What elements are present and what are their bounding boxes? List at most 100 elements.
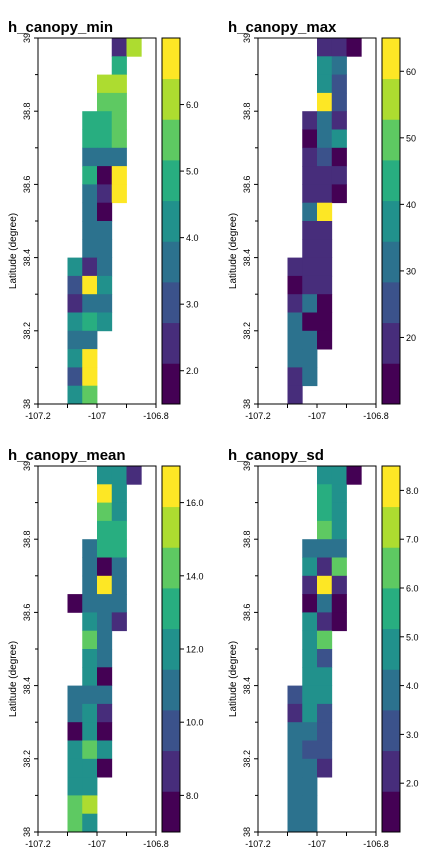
raster-cell (317, 111, 333, 130)
raster-cell (82, 147, 98, 167)
raster-cell (97, 667, 113, 686)
raster-cell (302, 813, 318, 833)
raster-cell (97, 202, 113, 222)
legend-swatch (382, 119, 400, 161)
raster-cell (317, 147, 333, 167)
y-tick-label: 39 (242, 461, 252, 471)
y-tick-label: 39 (22, 33, 32, 43)
raster-cell (331, 575, 347, 595)
legend-swatch (162, 466, 180, 508)
raster-cell (97, 74, 113, 94)
raster-cell (97, 92, 113, 112)
legend-swatch (382, 78, 400, 120)
raster-cell (317, 92, 333, 112)
legend-swatch (162, 628, 180, 670)
raster-cell (97, 594, 113, 613)
legend-tick-label: 5.0 (186, 167, 199, 177)
raster-cell (82, 239, 98, 258)
legend-tick-label: 6.0 (186, 100, 199, 110)
raster-cell (82, 367, 98, 387)
x-tick-label: -107 (88, 411, 106, 421)
raster-cell (67, 349, 83, 368)
legend-swatch (382, 282, 400, 324)
panel-title: h_canopy_sd (228, 447, 324, 464)
raster-cell (67, 312, 83, 332)
y-tick-label: 38.2 (242, 322, 252, 340)
raster-cell (287, 722, 303, 741)
raster-cell (82, 312, 98, 332)
x-tick-label: -106.8 (363, 411, 389, 421)
x-tick-label: -106.8 (143, 411, 169, 421)
raster-cell (317, 202, 333, 222)
raster-cell (317, 667, 333, 686)
panel-h-canopy-min: h_canopy_min -107.2 -107 -106.8 38 38.2 38.4 38… (8, 19, 199, 421)
raster-cell (82, 184, 98, 204)
raster-cell (67, 367, 83, 387)
raster-cell (97, 111, 113, 130)
raster-cell (331, 466, 347, 485)
raster-cell (302, 147, 318, 167)
raster-cell (82, 294, 98, 313)
legend-swatch (162, 791, 180, 833)
raster-cell (82, 649, 98, 668)
raster-cell (82, 539, 98, 558)
raster-cell (111, 147, 127, 167)
raster-cell (97, 312, 113, 332)
raster-cell (331, 612, 347, 632)
raster-cell (331, 502, 347, 522)
legend-swatch (162, 669, 180, 711)
y-tick-label: 38.8 (22, 530, 32, 548)
raster-cell (287, 294, 303, 313)
raster-cell (97, 147, 113, 167)
legend-swatch (382, 363, 400, 405)
legend-swatch (162, 363, 180, 405)
raster-cell (82, 813, 98, 833)
raster-cell (111, 129, 127, 149)
raster-cell (97, 630, 113, 650)
y-tick-label: 38.8 (242, 530, 252, 548)
raster-cell (97, 539, 113, 558)
raster-cell (331, 111, 347, 130)
legend-tick-label: 4.0 (406, 681, 419, 691)
raster-cell (111, 484, 127, 503)
y-tick-label: 39 (22, 461, 32, 471)
raster-cell (302, 795, 318, 815)
x-tick-label: -107.2 (245, 839, 271, 849)
raster-cell (317, 74, 333, 94)
legend-tick-label: 8.0 (406, 486, 419, 496)
raster-cell (317, 166, 333, 185)
legend-tick-label: 16.0 (186, 498, 204, 508)
raster-cell (331, 594, 347, 613)
legend-swatch (382, 38, 400, 80)
raster-cell (302, 575, 318, 595)
x-tick-label: -107 (88, 839, 106, 849)
raster-cell (331, 129, 347, 149)
raster-cell (287, 685, 303, 705)
raster-cell (67, 795, 83, 815)
raster-cell (317, 330, 333, 350)
raster-cell (82, 594, 98, 613)
raster-cell (302, 257, 318, 277)
legend-swatch (382, 628, 400, 670)
raster-cell (67, 703, 83, 723)
raster-cell (287, 257, 303, 277)
y-tick-label: 39 (242, 33, 252, 43)
raster-cell (302, 349, 318, 368)
raster-cell (97, 184, 113, 204)
raster-cell (111, 520, 127, 540)
raster-cell (82, 575, 98, 595)
raster-cell (317, 740, 333, 760)
legend-frame (161, 37, 181, 405)
raster-cell (331, 166, 347, 185)
raster-cell (97, 166, 113, 185)
panel-title: h_canopy_mean (8, 447, 126, 464)
raster-cell (82, 740, 98, 760)
raster-cell (302, 312, 318, 332)
raster-cell (302, 275, 318, 295)
y-tick-label: 38.4 (242, 249, 252, 267)
legend-swatch (162, 710, 180, 752)
panel-title: h_canopy_min (8, 19, 113, 36)
legend-swatch (382, 791, 400, 833)
raster-cell (287, 349, 303, 368)
